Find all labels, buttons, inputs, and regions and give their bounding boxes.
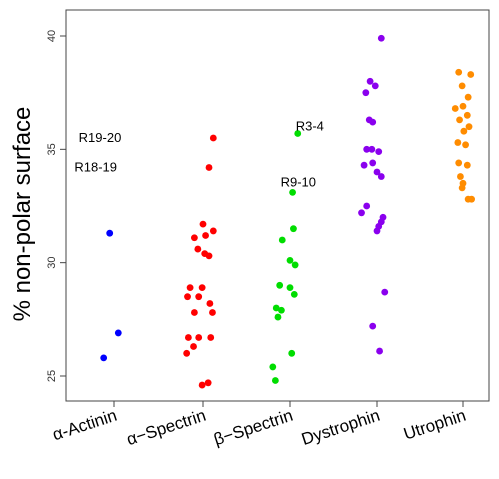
data-point	[455, 159, 463, 167]
data-point	[368, 145, 376, 153]
data-point	[468, 195, 475, 203]
data-point	[455, 68, 463, 76]
data-point	[454, 139, 462, 146]
data-point	[186, 284, 194, 291]
annotation-label: R18-19	[74, 159, 117, 174]
data-point	[459, 102, 467, 110]
data-point	[183, 349, 191, 357]
data-point	[373, 168, 381, 176]
data-point	[369, 159, 377, 167]
category-label: Utrophin	[401, 406, 468, 444]
y-tick-label: 25	[46, 370, 58, 382]
data-point	[271, 377, 279, 384]
data-point	[288, 349, 296, 357]
data-point	[363, 202, 371, 210]
data-point	[463, 111, 471, 119]
data-point	[269, 363, 277, 371]
annotation-label: R3-4	[296, 118, 324, 133]
y-tick-label: 40	[46, 30, 58, 42]
data-point	[204, 379, 212, 387]
data-point	[191, 234, 198, 242]
data-point	[195, 334, 203, 341]
data-point	[458, 184, 466, 192]
y-axis-label: % non-polar surface	[9, 107, 36, 322]
data-point	[375, 148, 383, 156]
data-point	[100, 354, 108, 362]
data-point	[366, 77, 374, 85]
data-point	[467, 71, 475, 78]
data-point	[194, 245, 202, 253]
data-point	[377, 34, 385, 42]
data-point	[358, 209, 365, 217]
category-label: α-Actinin	[50, 406, 119, 445]
data-point	[278, 306, 285, 314]
data-point	[462, 141, 469, 149]
data-point	[294, 130, 302, 137]
data-point	[460, 127, 468, 135]
y-tick-label: 35	[46, 143, 58, 155]
data-point	[451, 105, 459, 112]
data-point	[465, 123, 473, 131]
data-point	[286, 257, 294, 264]
annotation-label: R19-20	[79, 130, 122, 145]
data-point	[290, 291, 298, 298]
data-point	[289, 189, 296, 196]
data-point	[363, 145, 371, 153]
data-point	[369, 322, 377, 330]
data-point	[371, 82, 379, 90]
data-point	[369, 118, 377, 126]
data-point	[381, 288, 389, 296]
data-point	[198, 381, 206, 389]
data-point	[199, 220, 207, 228]
data-point	[456, 116, 463, 124]
data-point	[205, 252, 213, 260]
plot-frame	[65, 9, 490, 402]
data-point	[274, 313, 282, 321]
data-point	[195, 293, 203, 301]
data-point	[206, 300, 214, 307]
data-point	[209, 309, 216, 316]
category-label: α−Spectrin	[124, 406, 208, 449]
data-point	[286, 284, 294, 291]
data-point	[362, 89, 370, 97]
data-point	[457, 173, 464, 180]
data-point	[198, 284, 206, 291]
data-point	[377, 173, 385, 180]
y-tick-label: 30	[46, 257, 58, 269]
data-point	[464, 93, 472, 101]
annotation-label: R9-10	[281, 174, 316, 189]
data-point	[373, 227, 381, 235]
data-point	[207, 334, 215, 341]
data-point	[278, 236, 286, 244]
data-point	[106, 229, 114, 237]
data-point	[114, 329, 122, 337]
data-point	[209, 134, 217, 142]
data-point	[272, 304, 280, 312]
data-point	[191, 309, 198, 316]
data-point	[202, 232, 209, 239]
data-point	[190, 343, 197, 350]
data-point	[205, 164, 213, 171]
category-label: β−Spectrin	[211, 406, 295, 449]
category-label: Dystrophin	[299, 406, 382, 449]
data-point	[376, 347, 383, 355]
data-point	[291, 261, 299, 269]
data-point	[290, 225, 297, 233]
data-point	[360, 161, 368, 169]
data-point	[276, 281, 284, 289]
data-point	[209, 227, 217, 235]
data-point	[463, 161, 471, 169]
data-point	[184, 293, 191, 301]
data-point	[184, 334, 192, 341]
data-point	[458, 82, 466, 90]
